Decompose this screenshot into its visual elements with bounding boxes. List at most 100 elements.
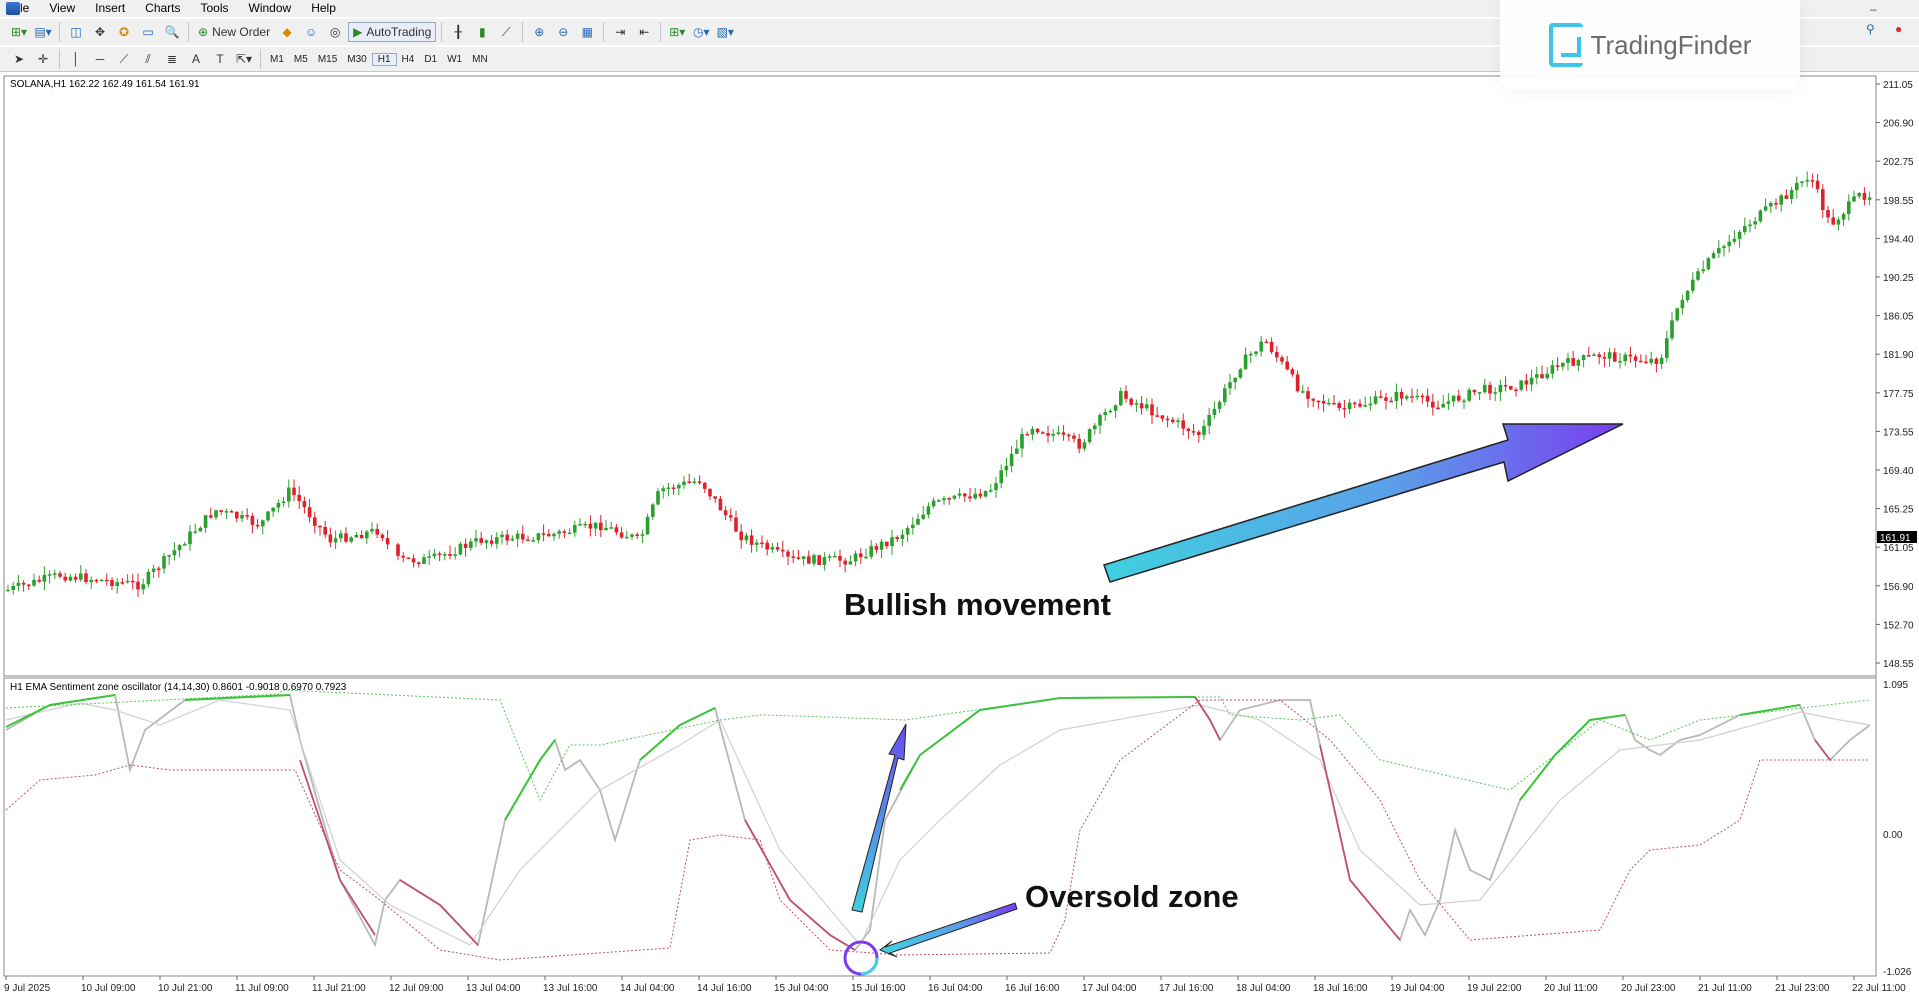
fibonacci-icon[interactable]: ≣ [166, 52, 178, 66]
periods-icon[interactable]: ◷▾ [693, 25, 710, 39]
minimize-icon[interactable]: – [1870, 2, 1877, 16]
candle-body [708, 488, 712, 497]
candle-body [593, 522, 598, 529]
indicator-axis-label: -1.026 [1883, 967, 1912, 978]
candle-body [1587, 355, 1591, 357]
candle-body [1706, 258, 1711, 270]
candle-body [32, 579, 36, 586]
candle-body [1243, 354, 1248, 370]
candle-body [911, 524, 915, 529]
price-axis-label: 211.05 [1883, 80, 1913, 91]
candle-body [1113, 405, 1118, 411]
oscillator-bear-segment [1319, 744, 1401, 941]
price-axis-label: 165.25 [1883, 505, 1914, 516]
candle-body [1789, 190, 1794, 199]
templates-icon[interactable]: ▧▾ [716, 25, 734, 39]
candle-body [749, 535, 754, 545]
timeframe-m15[interactable]: M15 [317, 53, 338, 65]
candle-body [1649, 358, 1653, 363]
horizontal-line-icon[interactable]: ─ [95, 52, 105, 66]
candle-body [874, 546, 879, 550]
text-icon[interactable]: A [191, 52, 200, 66]
candle-body [1405, 396, 1409, 399]
text-label-icon[interactable]: T [216, 52, 224, 66]
timeframe-m1[interactable]: M1 [270, 53, 284, 65]
vertical-line-icon[interactable]: │ [72, 52, 80, 66]
candle-body [411, 558, 416, 563]
candle-body [1202, 425, 1206, 436]
candle-body [1597, 354, 1601, 357]
timeframe-h4[interactable]: H4 [401, 53, 415, 65]
navigator-icon[interactable]: ✪ [118, 25, 130, 39]
candle-body [1353, 402, 1357, 405]
timeframe-h1[interactable]: H1 [371, 52, 397, 66]
menu-tools[interactable]: Tools [200, 1, 229, 15]
timeframe-m30[interactable]: M30 [347, 53, 367, 65]
chart-shift-icon[interactable]: ⇤ [639, 25, 650, 39]
candle-body [1061, 432, 1066, 435]
notifications-icon[interactable]: ● [1895, 22, 1903, 36]
candle-body [1316, 400, 1321, 403]
cursor-icon[interactable]: ➤ [13, 52, 25, 66]
time-axis-label: 17 Jul 16:00 [1159, 983, 1214, 994]
timeframe-mn[interactable]: MN [472, 53, 488, 65]
zoom-in-icon[interactable]: ⊕ [534, 25, 545, 39]
trendline-icon[interactable]: ⟋ [119, 51, 129, 66]
line-chart-icon[interactable]: ⟋ [502, 24, 511, 39]
community-icon[interactable]: ☺ [304, 25, 318, 39]
candle-body [94, 579, 99, 582]
menu-window[interactable]: Window [248, 1, 292, 15]
timeframe-m5[interactable]: M5 [293, 53, 308, 65]
indicators-icon[interactable]: ⊞▾ [669, 25, 686, 39]
menu-help[interactable]: Help [311, 1, 336, 15]
candle-body [604, 527, 608, 531]
candle-body [807, 556, 811, 564]
candle-body [651, 504, 655, 517]
candle-body [1181, 420, 1185, 429]
oscillator-bear-segment [1194, 696, 1221, 741]
candle-body [323, 526, 327, 535]
zoom-out-icon[interactable]: ⊖ [558, 25, 569, 39]
strategy-tester-icon[interactable]: 🔍 [164, 25, 180, 39]
channel-icon[interactable]: ⫽ [145, 51, 151, 66]
metaeditor-icon[interactable]: ◆ [282, 25, 292, 39]
candle-body [1347, 402, 1352, 410]
candle-body [318, 525, 322, 528]
timeframe-d1[interactable]: D1 [424, 53, 438, 65]
candle-body [801, 556, 806, 559]
new-order-button[interactable]: ⊕ New Order [194, 22, 274, 42]
menu-charts[interactable]: Charts [145, 1, 181, 15]
time-axis-label: 11 Jul 09:00 [235, 983, 289, 994]
symbol-info: SOLANA,H1 162.22 162.49 161.54 161.91 [10, 79, 200, 90]
profiles-icon[interactable]: ▤▾ [34, 25, 52, 39]
crosshair-icon[interactable]: ✛ [37, 52, 49, 66]
price-axis-label: 161.05 [1883, 543, 1914, 554]
candle-body [6, 589, 10, 592]
market-watch-icon[interactable]: ◫ [70, 25, 82, 39]
candlestick-icon[interactable]: ▮ [478, 25, 486, 39]
shapes-icon[interactable]: ⇱▾ [235, 52, 253, 66]
candle-body [474, 538, 478, 542]
menu-insert[interactable]: Insert [95, 1, 126, 15]
price-axis-label: 181.90 [1883, 350, 1914, 361]
timeframe-w1[interactable]: W1 [447, 53, 463, 65]
scroll-end-icon[interactable]: ⇥ [615, 25, 626, 39]
candle-body [1342, 408, 1347, 410]
candle-body [1285, 361, 1289, 370]
candle-body [1685, 290, 1690, 301]
autotrading-button[interactable]: ▶ AutoTrading [348, 22, 437, 42]
tradingfinder-logo: TradingFinder [1500, 0, 1800, 90]
bar-chart-icon[interactable]: ╂ [454, 25, 462, 39]
new-chart-icon[interactable]: ⊞▾ [10, 25, 28, 39]
candle-body [1264, 341, 1269, 344]
candle-body [775, 547, 780, 550]
search-icon[interactable]: ⚲ [1866, 22, 1875, 36]
tile-windows-icon[interactable]: ▦ [581, 25, 593, 39]
menu-view[interactable]: View [49, 1, 76, 15]
data-window-icon[interactable]: ✥ [94, 25, 106, 39]
candle-body [271, 507, 275, 512]
terminal-icon[interactable]: ▭ [142, 25, 154, 39]
signals-icon[interactable]: ◎ [329, 25, 341, 39]
candle-body [1680, 300, 1685, 309]
